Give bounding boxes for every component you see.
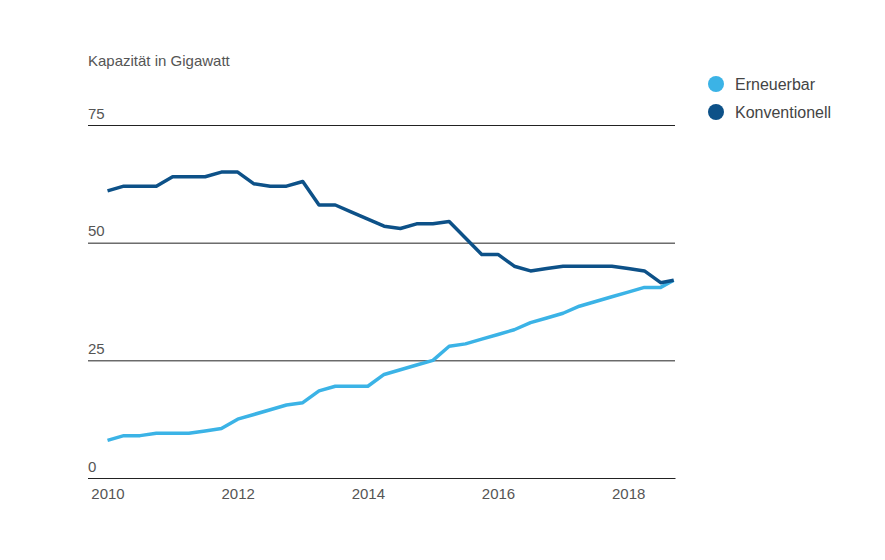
grid-line bbox=[88, 243, 675, 244]
y-tick-label: 25 bbox=[88, 340, 105, 357]
y-tick: 0 bbox=[88, 458, 675, 479]
grid-line bbox=[88, 478, 675, 479]
y-axis-label: Kapazität in Gigawatt bbox=[88, 52, 231, 69]
grid-line bbox=[88, 360, 675, 361]
legend-label: Konventionell bbox=[735, 104, 831, 121]
grid-line bbox=[88, 125, 675, 126]
x-tick: 2016 bbox=[482, 478, 515, 502]
x-tick-label: 2012 bbox=[221, 485, 254, 502]
legend-item: Erneuerbar bbox=[708, 76, 816, 93]
series-line bbox=[108, 280, 674, 440]
x-tick: 2014 bbox=[352, 478, 385, 502]
x-tick: 2018 bbox=[612, 478, 645, 502]
series-line bbox=[108, 172, 674, 283]
y-tick: 75 bbox=[88, 105, 675, 126]
legend-item: Konventionell bbox=[708, 104, 831, 121]
plot: 0 25 50 75 2010 2012 2014 2016 2018 bbox=[88, 105, 676, 502]
legend-swatch bbox=[708, 104, 724, 120]
x-axis-line bbox=[89, 478, 676, 479]
x-tick: 2010 bbox=[91, 478, 124, 502]
y-tick-label: 50 bbox=[88, 222, 105, 239]
legend-swatch bbox=[708, 76, 724, 92]
x-tick-label: 2014 bbox=[352, 485, 385, 502]
lines bbox=[108, 172, 674, 440]
y-tick-label: 0 bbox=[88, 458, 96, 475]
chart: 0 25 50 75 2010 2012 2014 2016 2018 Kapazität in … bbox=[0, 0, 885, 560]
x-tick: 2012 bbox=[221, 478, 254, 502]
x-axis: 2010 2012 2014 2016 2018 bbox=[89, 478, 676, 502]
x-tick-label: 2016 bbox=[482, 485, 515, 502]
y-axis: 0 25 50 75 bbox=[88, 105, 675, 479]
x-tick-label: 2018 bbox=[612, 485, 645, 502]
x-tick-label: 2010 bbox=[91, 485, 124, 502]
legend-label: Erneuerbar bbox=[735, 76, 816, 93]
legend: Erneuerbar Konventionell bbox=[708, 76, 831, 121]
y-tick-label: 75 bbox=[88, 105, 105, 122]
y-tick: 25 bbox=[88, 340, 675, 361]
